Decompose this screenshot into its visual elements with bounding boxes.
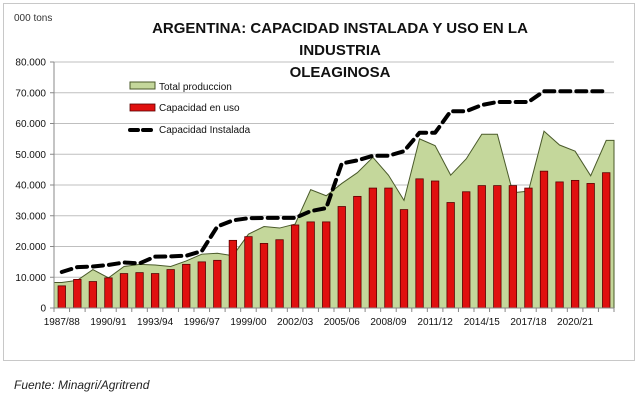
chart-title-line-1: ARGENTINA: CAPACIDAD INSTALADA Y USO EN … [152, 20, 528, 59]
bar-capacidad-en-uso [446, 202, 455, 309]
bar-capacidad-en-uso [73, 279, 82, 309]
bar-capacidad-en-uso [244, 236, 253, 309]
bar-capacidad-en-uso [384, 187, 393, 309]
x-tick-label: 1987/88 [44, 317, 81, 328]
area-total-produccion [54, 131, 614, 308]
x-tick-label: 1990/91 [90, 317, 127, 328]
y-axis-ticks: 0 10.000 20.000 30.000 40.000 50.000 60.000 70.… [15, 58, 54, 315]
line-series [59, 89, 609, 275]
y-tick-label: 10.000 [15, 273, 46, 284]
bar-capacidad-en-uso [57, 285, 66, 309]
bar-capacidad-en-uso [104, 277, 113, 309]
bar-capacidad-en-uso [415, 178, 424, 309]
y-tick-label: 70.000 [15, 88, 46, 99]
x-tick-label: 2008/09 [370, 317, 407, 328]
x-axis-ticks: 1987/88 1990/91 1993/94 1996/97 1999/00 2002/… [44, 308, 615, 328]
legend-label: Total produccion [159, 82, 232, 93]
area-series [54, 130, 615, 308]
x-tick-label: 1993/94 [137, 317, 174, 328]
y-tick-label: 60.000 [15, 119, 46, 130]
bar-capacidad-en-uso [539, 170, 549, 309]
bar-capacidad-en-uso [259, 243, 269, 309]
y-tick-label: 0 [40, 304, 46, 315]
bar-capacidad-en-uso [275, 239, 284, 309]
bar-capacidad-en-uso [353, 195, 362, 309]
x-tick-label: 2011/12 [417, 317, 453, 328]
bar-capacidad-en-uso [602, 172, 611, 309]
bar-capacidad-en-uso [88, 281, 98, 309]
y-tick-label: 20.000 [15, 242, 46, 253]
bar-capacidad-en-uso [368, 187, 378, 309]
bar-capacidad-en-uso [150, 273, 160, 309]
bar-capacidad-en-uso [570, 179, 580, 309]
bar-capacidad-en-uso [337, 206, 346, 309]
x-tick-label: 1996/97 [184, 317, 221, 328]
unit-label: 000 tons [14, 13, 53, 24]
bar-capacidad-en-uso [322, 221, 331, 309]
y-tick-label: 50.000 [15, 150, 46, 161]
chart-title-line-2: OLEAGINOSA [289, 64, 391, 81]
y-tick-label: 40.000 [15, 181, 46, 192]
legend: Total produccion Capacidad en uso Capacida… [128, 81, 251, 136]
bar-capacidad-en-uso [306, 221, 315, 309]
bar-capacidad-en-uso [493, 185, 502, 309]
legend-swatch-capacidad-en-uso [129, 103, 156, 112]
area-total-produccion-outline [54, 130, 615, 308]
x-tick-label: 1999/00 [230, 317, 267, 328]
line-capacidad-instalada [59, 89, 609, 275]
bar-capacidad-en-uso [135, 272, 144, 309]
bar-capacidad-en-uso [508, 185, 518, 309]
bar-capacidad-en-uso [197, 261, 206, 309]
bar-capacidad-en-uso [182, 263, 191, 309]
chart-title: ARGENTINA: CAPACIDAD INSTALADA Y USO EN … [120, 18, 560, 84]
bar-capacidad-en-uso [290, 224, 300, 309]
legend-swatch-total-produccion [129, 81, 156, 90]
bar-capacidad-en-uso [477, 185, 486, 309]
bar-capacidad-en-uso [462, 191, 471, 309]
bar-capacidad-en-uso [228, 239, 238, 309]
bar-capacidad-en-uso [399, 209, 409, 309]
bar-capacidad-en-uso [119, 273, 129, 309]
y-tick-label: 30.000 [15, 211, 46, 222]
bar-capacidad-en-uso [213, 259, 222, 309]
y-tick-label: 80.000 [15, 58, 46, 69]
bar-capacidad-en-uso [430, 180, 440, 309]
bar-capacidad-en-uso [555, 181, 564, 309]
source-note: Fuente: Minagri/Agritrend [14, 378, 150, 392]
legend-label: Capacidad Instalada [159, 125, 251, 136]
bar-capacidad-en-uso [524, 187, 533, 309]
bar-series [57, 170, 611, 309]
x-tick-label: 2002/03 [277, 317, 314, 328]
x-tick-label: 2005/06 [324, 317, 361, 328]
x-tick-label: 2017/18 [510, 317, 547, 328]
bar-capacidad-en-uso [166, 269, 175, 309]
x-tick-label: 2020/21 [557, 317, 594, 328]
x-tick-label: 2014/15 [464, 317, 501, 328]
legend-label: Capacidad en uso [159, 103, 240, 114]
bar-capacidad-en-uso [586, 183, 595, 309]
